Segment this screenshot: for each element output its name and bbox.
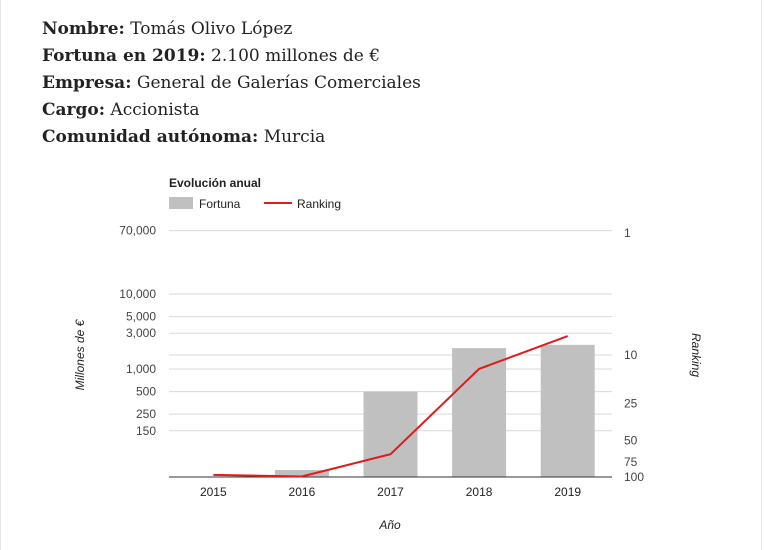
profile-row-company: Empresa: General de Galerías Comerciales	[42, 70, 421, 97]
y2-tick-label: 100	[624, 470, 644, 484]
x-tick-label: 2015	[200, 485, 227, 499]
profile-value: 2.100 millones de €	[211, 46, 381, 66]
line-ranking	[213, 335, 569, 478]
fortuna-bars	[274, 344, 595, 477]
profile-value: Accionista	[110, 100, 200, 120]
profile-info: Nombre: Tomás Olivo López Fortuna en 201…	[42, 16, 421, 151]
profile-value: Tomás Olivo López	[130, 19, 293, 39]
profile-value: General de Galerías Comerciales	[136, 73, 421, 93]
y-tick-label: 250	[136, 407, 156, 421]
x-tick-label: 2017	[377, 485, 404, 499]
y2-tick-label: 10	[624, 348, 638, 362]
frame-right-border	[761, 0, 762, 550]
profile-label: Nombre:	[42, 19, 125, 39]
y-tick-label: 70,000	[119, 224, 156, 238]
y-axis-label: Millones de €	[73, 318, 87, 390]
profile-row-name: Nombre: Tomás Olivo López	[42, 16, 421, 43]
bar-fortuna	[274, 470, 329, 477]
y-tick-label: 5,000	[126, 310, 156, 324]
axis-tick-labels: 70,000 10,000 5,000 3,000 1,000 500 250 150 1 10 2…	[119, 224, 644, 499]
y-tick-label: 150	[136, 424, 156, 438]
x-tick-label: 2019	[554, 485, 581, 499]
frame-left-border	[0, 0, 1, 550]
profile-label: Fortuna en 2019:	[42, 46, 206, 66]
bar-fortuna	[540, 344, 595, 477]
y-tick-label: 10,000	[119, 287, 156, 301]
legend-label-ranking[interactable]: Ranking	[297, 197, 341, 211]
profile-row-position: Cargo: Accionista	[42, 97, 421, 124]
y-tick-label: 1,000	[126, 362, 156, 376]
profile-label: Comunidad autónoma:	[42, 127, 259, 147]
profile-label: Empresa:	[42, 73, 132, 93]
profile-label: Cargo:	[42, 100, 106, 120]
profile-value: Murcia	[263, 127, 326, 147]
ranking-line-series	[213, 335, 569, 478]
bar-fortuna	[363, 391, 418, 477]
y2-axis-label: Ranking	[689, 333, 703, 377]
bar-fortuna	[452, 348, 507, 477]
y-tick-label: 500	[136, 385, 156, 399]
profile-row-fortune: Fortuna en 2019: 2.100 millones de €	[42, 43, 421, 70]
y2-tick-label: 1	[624, 226, 631, 240]
y2-tick-label: 25	[624, 397, 638, 411]
y2-tick-label: 50	[624, 433, 638, 447]
y2-tick-label: 75	[624, 455, 638, 469]
x-tick-label: 2016	[289, 485, 316, 499]
x-axis-label: Año	[378, 518, 401, 532]
x-tick-label: 2018	[466, 485, 493, 499]
legend-swatch-fortuna	[169, 197, 193, 209]
legend-label-fortuna[interactable]: Fortuna	[199, 197, 241, 211]
chart-title: Evolución anual	[169, 176, 261, 190]
y-tick-label: 3,000	[126, 326, 156, 340]
profile-row-region: Comunidad autónoma: Murcia	[42, 124, 421, 151]
